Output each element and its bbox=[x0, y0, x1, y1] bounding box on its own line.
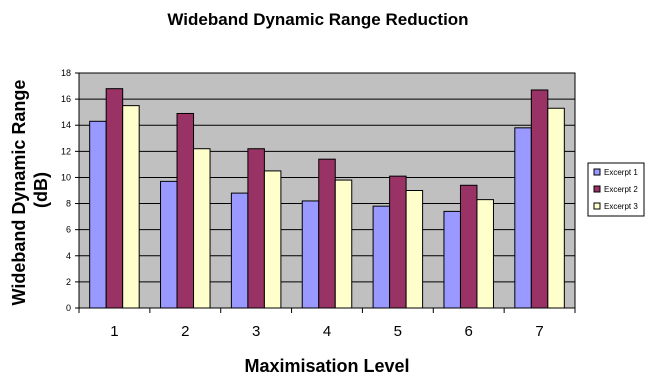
bar-1-7 bbox=[514, 127, 532, 309]
legend-swatch bbox=[593, 168, 601, 176]
legend-label: Excerpt 3 bbox=[604, 202, 638, 211]
bar-1-6 bbox=[443, 210, 461, 309]
bar-3-3 bbox=[263, 170, 282, 309]
y-axis: 0 2 4 6 8 10 12 14 16 18 bbox=[61, 68, 79, 313]
bar-1-2 bbox=[160, 180, 178, 309]
x-tick-label: 2 bbox=[181, 323, 189, 340]
bar-2-5 bbox=[389, 175, 407, 309]
y-axis-label-line-1: Wideband Dynamic Range bbox=[9, 80, 29, 306]
x-tick-label: 1 bbox=[110, 323, 118, 340]
bar-1-3 bbox=[230, 192, 249, 309]
legend-swatch bbox=[593, 185, 601, 193]
x-tick-label: 5 bbox=[394, 323, 402, 340]
legend-swatch bbox=[593, 202, 601, 210]
legend-label: Excerpt 2 bbox=[604, 185, 638, 194]
bar-3-1 bbox=[122, 105, 140, 309]
y-tick-label: 0 bbox=[66, 303, 71, 313]
bar-3-7 bbox=[547, 107, 565, 309]
y-axis-label-line-2: (dB) bbox=[31, 172, 51, 208]
legend-label: Excerpt 1 bbox=[604, 168, 638, 177]
y-tick-label: 10 bbox=[61, 172, 71, 182]
x-axis-label: Maximisation Level bbox=[244, 356, 409, 376]
y-axis-label: Wideband Dynamic Range (dB) bbox=[9, 75, 51, 306]
y-tick-label: 8 bbox=[66, 199, 71, 209]
x-tick-label: 6 bbox=[465, 323, 473, 340]
bar-2-6 bbox=[459, 184, 478, 309]
chart-title: Wideband Dynamic Range Reduction bbox=[167, 10, 468, 29]
bar-3-5 bbox=[405, 190, 424, 309]
x-tick-label: 3 bbox=[252, 323, 260, 340]
y-tick-label: 4 bbox=[66, 251, 71, 261]
bar-2-1 bbox=[105, 88, 124, 309]
bars bbox=[89, 88, 565, 309]
x-tick-label: 4 bbox=[323, 323, 331, 340]
legend: Excerpt 1 Excerpt 2 Excerpt 3 bbox=[587, 162, 645, 217]
bar-1-4 bbox=[301, 200, 320, 309]
bar-2-2 bbox=[176, 112, 195, 309]
y-tick-label: 16 bbox=[61, 94, 71, 104]
bar-1-1 bbox=[89, 120, 107, 309]
bar-1-5 bbox=[372, 205, 391, 309]
bar-3-2 bbox=[193, 148, 211, 309]
bar-2-3 bbox=[247, 148, 265, 309]
bar-2-4 bbox=[318, 158, 336, 309]
y-tick-label: 2 bbox=[66, 277, 71, 287]
bar-2-7 bbox=[530, 89, 549, 309]
y-tick-label: 14 bbox=[61, 120, 71, 130]
bar-3-4 bbox=[334, 179, 353, 309]
y-tick-label: 12 bbox=[61, 146, 71, 156]
y-tick-label: 18 bbox=[61, 68, 71, 78]
y-tick-label: 6 bbox=[66, 225, 71, 235]
bar-3-6 bbox=[476, 199, 494, 309]
x-tick-label: 7 bbox=[535, 323, 543, 340]
x-axis: 1 2 3 4 5 6 7 bbox=[78, 308, 576, 340]
